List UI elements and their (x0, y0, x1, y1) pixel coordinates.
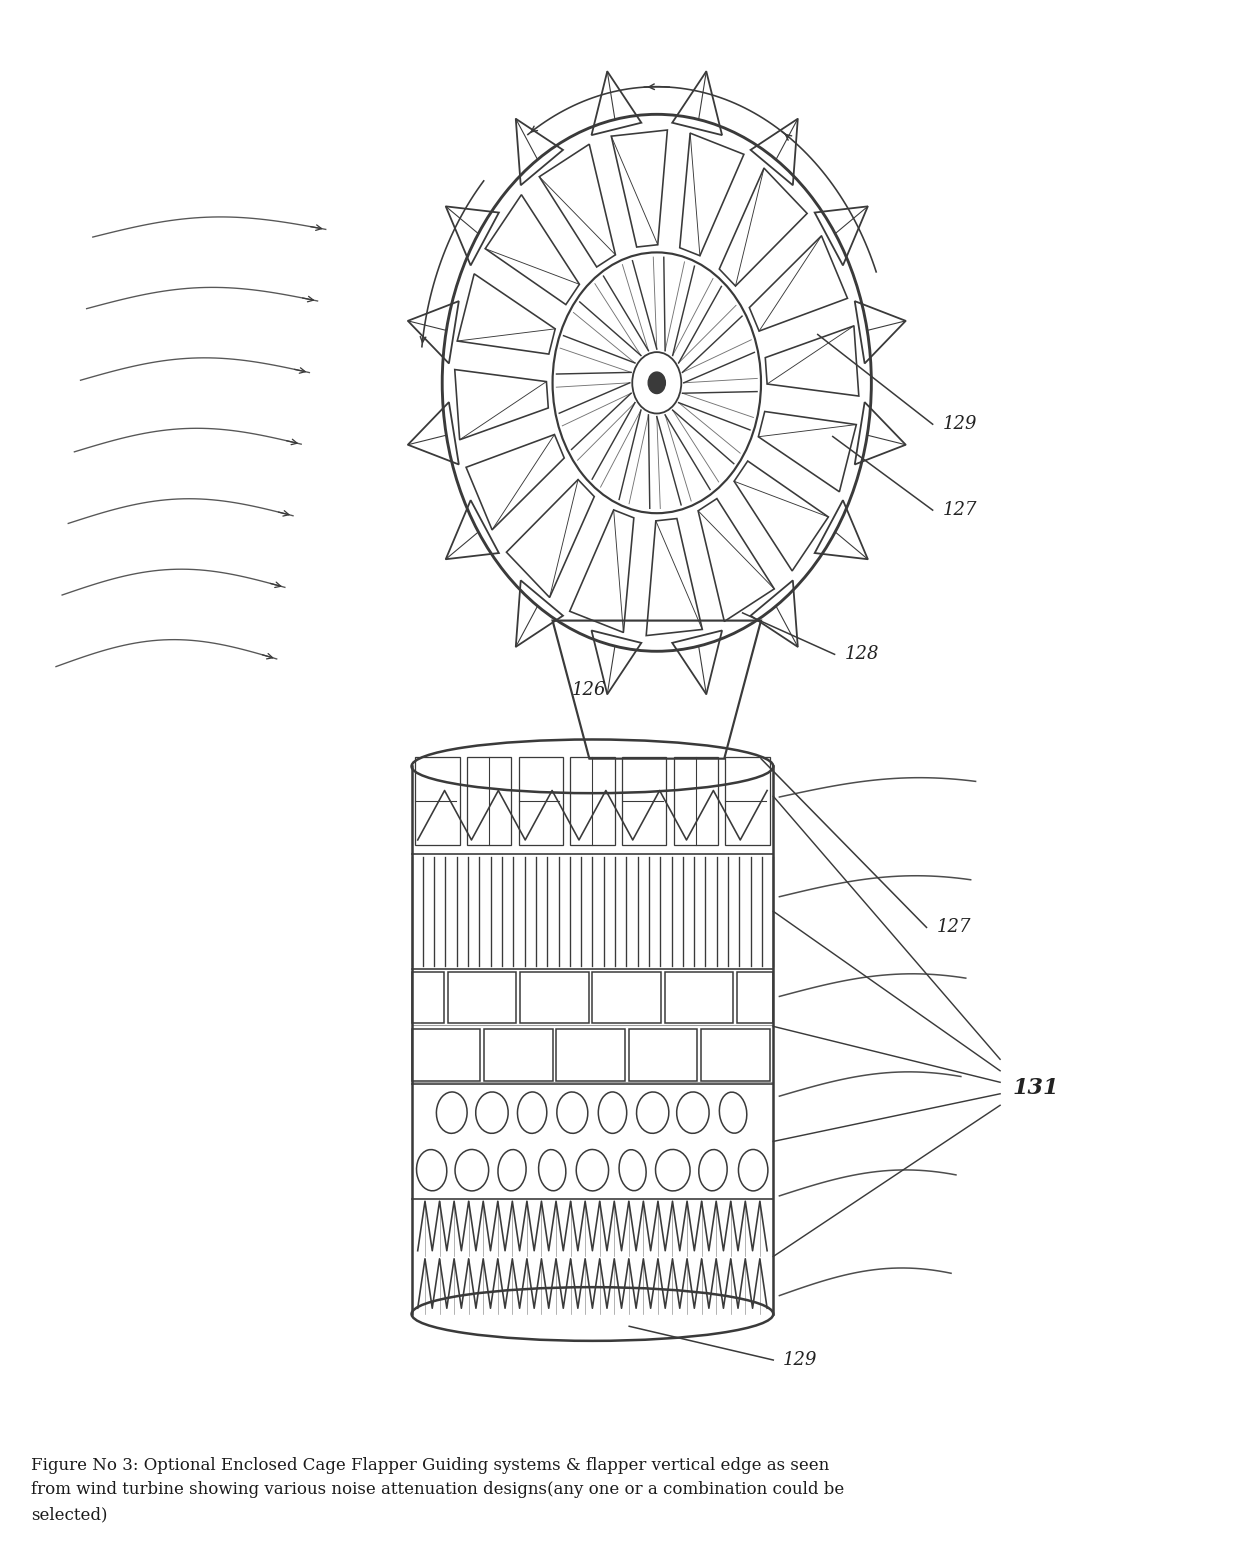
Bar (557, 1030, 625, 1081)
Bar (415, 756, 460, 844)
Text: 127: 127 (936, 919, 971, 937)
Bar (412, 1030, 480, 1081)
Bar (725, 756, 770, 844)
Bar (737, 971, 774, 1024)
Bar (622, 756, 666, 844)
Text: 128: 128 (844, 646, 879, 663)
Bar (701, 1030, 770, 1081)
Text: 129: 129 (784, 1351, 817, 1369)
Bar (412, 971, 444, 1024)
Bar (467, 756, 511, 844)
Bar (484, 1030, 553, 1081)
Circle shape (649, 372, 666, 393)
Bar (665, 971, 734, 1024)
Bar (593, 971, 661, 1024)
Text: 126: 126 (572, 680, 606, 699)
Bar (673, 756, 718, 844)
Text: 129: 129 (942, 415, 977, 434)
Text: Figure No 3: Optional Enclosed Cage Flapper Guiding systems & flapper vertical e: Figure No 3: Optional Enclosed Cage Flap… (31, 1456, 844, 1523)
Bar (518, 756, 563, 844)
Bar (520, 971, 589, 1024)
Text: 127: 127 (942, 502, 977, 519)
Bar (448, 971, 516, 1024)
Text: 131: 131 (1012, 1078, 1059, 1100)
Bar (629, 1030, 697, 1081)
Bar (570, 756, 615, 844)
